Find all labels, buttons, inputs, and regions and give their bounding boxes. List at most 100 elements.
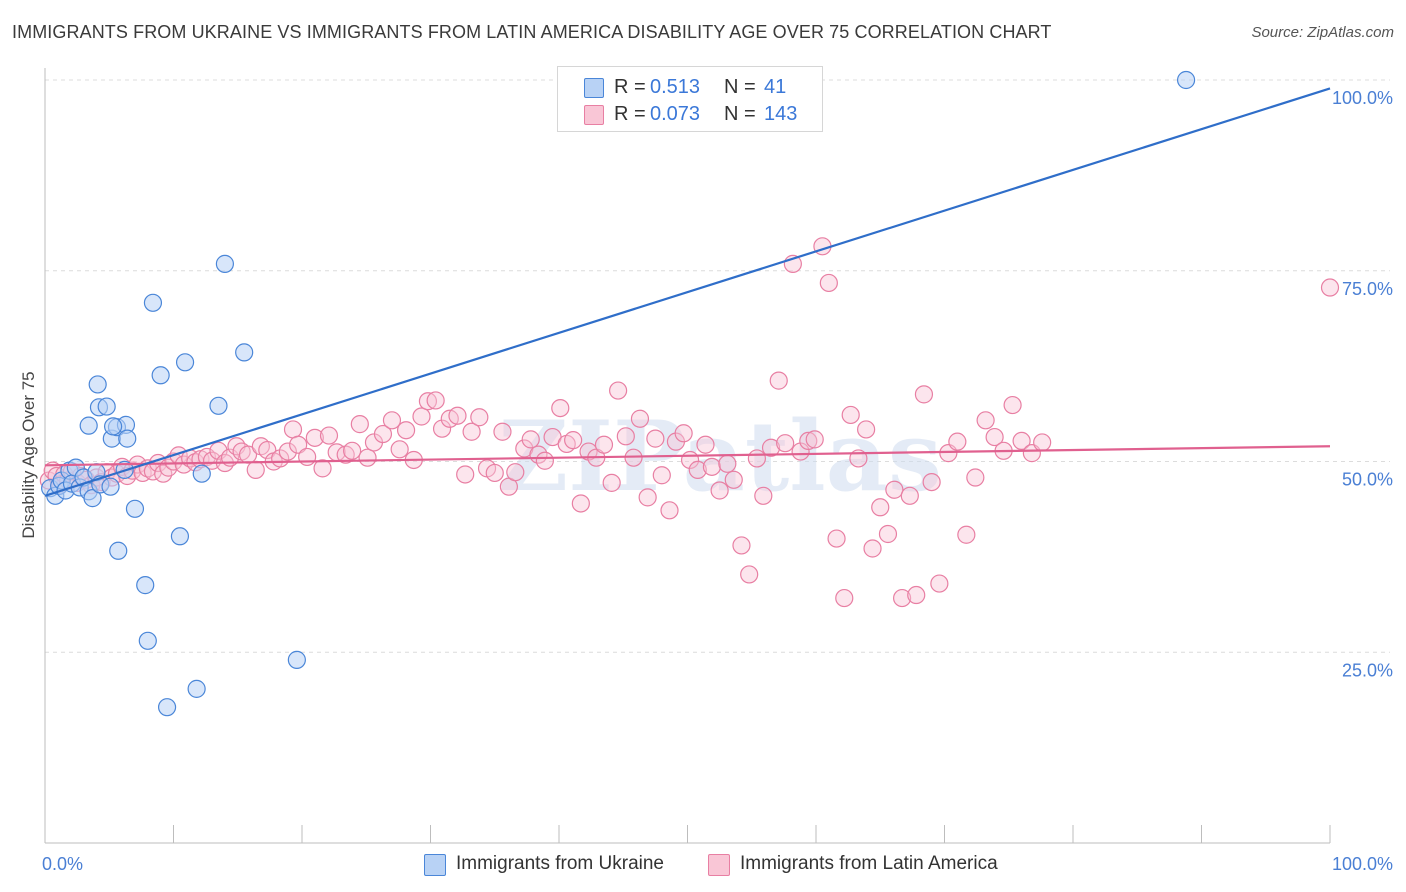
latam-point <box>278 442 297 461</box>
latam-point <box>313 459 332 478</box>
latam-point <box>769 371 788 390</box>
ukraine-point <box>109 541 128 560</box>
series-latam-points <box>39 237 1340 608</box>
latam-point <box>258 440 277 460</box>
ukraine-point <box>170 527 190 546</box>
ukraine-point <box>118 429 137 448</box>
latam-point <box>432 419 452 438</box>
latam-point <box>985 427 1004 447</box>
latam-point <box>289 435 308 454</box>
latam-point <box>740 565 759 584</box>
latam-point <box>885 480 904 499</box>
latam-point <box>976 411 995 430</box>
latam-point <box>506 463 525 482</box>
axes <box>44 68 1331 844</box>
latam-point <box>602 473 621 492</box>
latam-point <box>724 470 743 489</box>
latam-point <box>373 424 393 444</box>
latam-point <box>390 440 409 459</box>
latam-point <box>382 411 402 430</box>
ukraine-point <box>215 254 234 273</box>
trend-lines <box>44 87 1331 497</box>
latam-point <box>448 406 467 425</box>
latam-point <box>551 398 570 418</box>
ukraine-point <box>136 576 155 595</box>
ukraine-point <box>151 366 170 385</box>
latam-point <box>863 539 882 558</box>
latam-point <box>246 460 265 479</box>
latam-point <box>948 432 967 451</box>
legend-n-value: 41 <box>764 76 787 98</box>
ukraine-point <box>209 396 228 415</box>
ukraine-point <box>83 489 102 508</box>
y-axis-label: Disability Age Over 75 <box>19 371 38 538</box>
ukraine-point <box>79 416 98 435</box>
ukraine-point <box>125 499 145 518</box>
latam-point <box>922 473 941 492</box>
latam-point <box>350 415 369 434</box>
latam-point <box>426 391 445 410</box>
latam-point <box>871 498 890 517</box>
latam-point <box>358 448 377 467</box>
latam-point <box>841 405 860 425</box>
latam-point <box>819 273 838 293</box>
latam-point <box>462 422 481 441</box>
legend-swatch-ukraine <box>584 78 604 98</box>
latam-point <box>900 486 919 505</box>
bottom-legend-swatch-ukraine <box>424 854 446 876</box>
legend: R = 0.513 N = 41 R = 0.073 N = 143 <box>557 66 823 132</box>
latam-point <box>907 585 926 605</box>
latam-point <box>747 449 766 468</box>
latam-point <box>1320 278 1340 297</box>
latam-point <box>688 460 707 479</box>
latam-point <box>521 430 540 449</box>
ukraine-point <box>138 631 157 650</box>
latam-point <box>957 525 976 544</box>
legend-r-label: R = <box>614 76 646 98</box>
latam-point <box>564 431 583 450</box>
x-tick-label: 100.0% <box>1332 854 1393 874</box>
latam-point <box>674 424 693 443</box>
latam-point <box>966 468 985 487</box>
latam-point <box>1003 395 1022 415</box>
source-label: Source: ZipAtlas.com <box>1251 24 1394 41</box>
latam-point <box>652 466 671 485</box>
latam-point <box>805 430 824 449</box>
latam-point <box>660 501 679 520</box>
legend-r-value: 0.073 <box>650 103 701 125</box>
latam-point <box>702 457 722 476</box>
grid <box>45 79 1390 653</box>
latam-point <box>319 426 339 445</box>
latam-point <box>914 385 934 404</box>
bottom-legend-label-ukraine: Immigrants from Ukraine <box>456 853 664 874</box>
latam-point <box>1033 433 1052 452</box>
series-ukraine-points <box>41 70 1196 717</box>
latam-point <box>298 447 317 467</box>
ukraine-point <box>143 293 163 312</box>
bottom-legend-swatch-latam <box>708 854 730 876</box>
ukraine-point <box>175 353 195 372</box>
latam-point <box>485 463 504 483</box>
ukraine-point <box>187 679 206 698</box>
chart-title: IMMIGRANTS FROM UKRAINE VS IMMIGRANTS FR… <box>12 22 1052 42</box>
legend-r-value: 0.513 <box>650 76 701 98</box>
latam-point <box>892 588 912 608</box>
latam-point <box>343 441 362 460</box>
ukraine-point <box>104 417 123 436</box>
ukraine-point <box>101 477 120 496</box>
latam-point <box>493 422 512 441</box>
latam-point <box>732 536 751 555</box>
latam-point <box>754 486 773 505</box>
latam-point <box>412 407 431 426</box>
y-tick-label: 100.0% <box>1332 88 1393 108</box>
latam-point <box>535 451 554 470</box>
legend-swatch-latam <box>584 105 604 125</box>
y-tick-label: 50.0% <box>1342 470 1393 490</box>
latam-point <box>418 392 438 411</box>
ukraine-trend-line <box>44 87 1331 497</box>
ukraine-point <box>235 343 254 362</box>
latam-point <box>638 488 657 507</box>
latam-point <box>470 408 489 427</box>
latam-point <box>609 381 628 400</box>
